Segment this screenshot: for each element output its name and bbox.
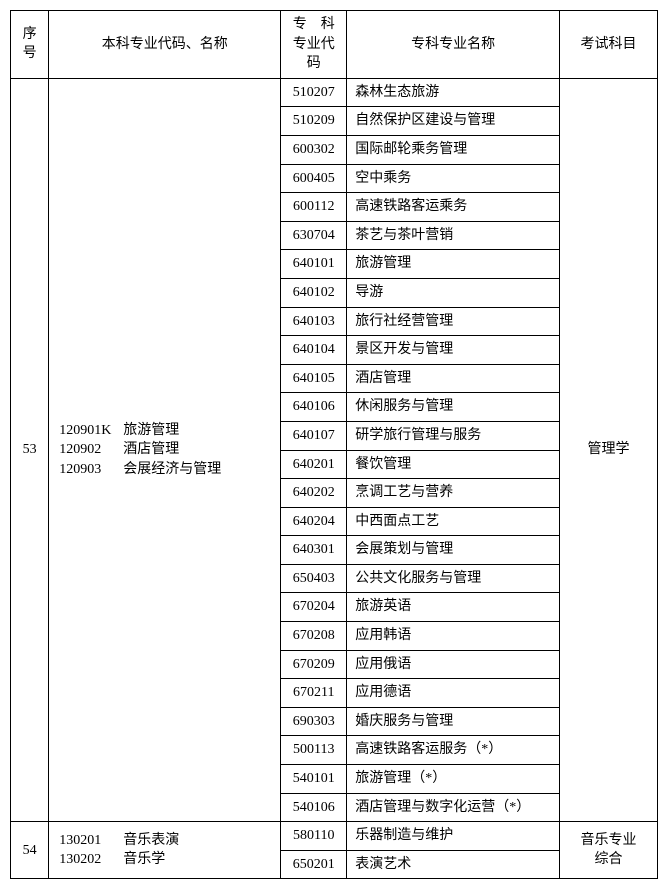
seq-cell: 53: [11, 78, 49, 821]
header-zkcode: 专 科 专业代码: [281, 11, 347, 79]
zk-code-cell: 640202: [281, 479, 347, 508]
zk-code-cell: 670204: [281, 593, 347, 622]
bk-line: 130201音乐表演: [59, 831, 274, 851]
header-bk: 本科专业代码、名称: [49, 11, 281, 79]
bk-line: 120903会展经济与管理: [59, 460, 274, 480]
zk-name-cell: 旅行社经营管理: [347, 307, 560, 336]
zk-name-cell: 应用韩语: [347, 622, 560, 651]
bk-line: 120901K旅游管理: [59, 421, 274, 441]
bk-name: 酒店管理: [123, 440, 179, 460]
header-zkcode-line1: 专 科: [287, 15, 340, 35]
zk-name-cell: 酒店管理与数字化运营（*）: [347, 793, 560, 822]
zk-name-cell: 应用俄语: [347, 650, 560, 679]
zk-name-cell: 旅游英语: [347, 593, 560, 622]
zk-code-cell: 640201: [281, 450, 347, 479]
bk-code: 120902: [59, 440, 123, 460]
zk-name-cell: 婚庆服务与管理: [347, 707, 560, 736]
zk-name-cell: 空中乘务: [347, 164, 560, 193]
zk-name-cell: 茶艺与茶叶营销: [347, 221, 560, 250]
zk-code-cell: 500113: [281, 736, 347, 765]
zk-code-cell: 640106: [281, 393, 347, 422]
bk-cell: 130201音乐表演130202音乐学: [49, 822, 281, 879]
zk-code-cell: 670209: [281, 650, 347, 679]
zk-code-cell: 670211: [281, 679, 347, 708]
bk-line: 130202音乐学: [59, 850, 274, 870]
zk-code-cell: 640104: [281, 336, 347, 365]
zk-name-cell: 高速铁路客运乘务: [347, 193, 560, 222]
bk-name: 音乐学: [123, 850, 165, 870]
zk-name-cell: 森林生态旅游: [347, 78, 560, 107]
table-header-row: 序号 本科专业代码、名称 专 科 专业代码 专科专业名称 考试科目: [11, 11, 658, 79]
zk-name-cell: 旅游管理: [347, 250, 560, 279]
zk-code-cell: 640107: [281, 421, 347, 450]
zk-name-cell: 自然保护区建设与管理: [347, 107, 560, 136]
zk-name-cell: 景区开发与管理: [347, 336, 560, 365]
seq-cell: 54: [11, 822, 49, 879]
zk-name-cell: 国际邮轮乘务管理: [347, 135, 560, 164]
zk-code-cell: 640102: [281, 278, 347, 307]
zk-code-cell: 510207: [281, 78, 347, 107]
bk-code: 130202: [59, 850, 123, 870]
table-row: 53120901K旅游管理120902酒店管理120903会展经济与管理5102…: [11, 78, 658, 107]
zk-code-cell: 540106: [281, 793, 347, 822]
zk-code-cell: 580110: [281, 822, 347, 851]
zk-code-cell: 600405: [281, 164, 347, 193]
bk-code: 120901K: [59, 421, 123, 441]
zk-name-cell: 烹调工艺与营养: [347, 479, 560, 508]
zk-name-cell: 高速铁路客运服务（*）: [347, 736, 560, 765]
zk-name-cell: 休闲服务与管理: [347, 393, 560, 422]
zk-code-cell: 690303: [281, 707, 347, 736]
zk-name-cell: 研学旅行管理与服务: [347, 421, 560, 450]
bk-name: 音乐表演: [123, 831, 179, 851]
bk-code: 130201: [59, 831, 123, 851]
header-seq: 序号: [11, 11, 49, 79]
zk-code-cell: 600302: [281, 135, 347, 164]
zk-code-cell: 510209: [281, 107, 347, 136]
major-mapping-table: 序号 本科专业代码、名称 专 科 专业代码 专科专业名称 考试科目 531209…: [10, 10, 658, 879]
exam-multiline: 音乐专业综合: [566, 831, 651, 870]
bk-cell: 120901K旅游管理120902酒店管理120903会展经济与管理: [49, 78, 281, 821]
zk-code-cell: 640103: [281, 307, 347, 336]
exam-cell: 音乐专业综合: [560, 822, 658, 879]
zk-code-cell: 640204: [281, 507, 347, 536]
bk-line: 120902酒店管理: [59, 440, 274, 460]
zk-code-cell: 630704: [281, 221, 347, 250]
header-zkname: 专科专业名称: [347, 11, 560, 79]
zk-name-cell: 公共文化服务与管理: [347, 564, 560, 593]
zk-code-cell: 640105: [281, 364, 347, 393]
exam-line1: 音乐专业: [566, 831, 651, 851]
zk-code-cell: 670208: [281, 622, 347, 651]
zk-code-cell: 640301: [281, 536, 347, 565]
table-row: 54130201音乐表演130202音乐学580110乐器制造与维护音乐专业综合: [11, 822, 658, 851]
bk-code: 120903: [59, 460, 123, 480]
bk-name: 会展经济与管理: [123, 460, 221, 480]
exam-line2: 综合: [566, 850, 651, 870]
zk-name-cell: 应用德语: [347, 679, 560, 708]
exam-cell: 管理学: [560, 78, 658, 821]
zk-code-cell: 540101: [281, 765, 347, 794]
zk-code-cell: 650403: [281, 564, 347, 593]
zk-name-cell: 中西面点工艺: [347, 507, 560, 536]
zk-name-cell: 会展策划与管理: [347, 536, 560, 565]
header-zkcode-line2: 专业代码: [287, 35, 340, 74]
zk-name-cell: 导游: [347, 278, 560, 307]
zk-name-cell: 酒店管理: [347, 364, 560, 393]
zk-name-cell: 餐饮管理: [347, 450, 560, 479]
bk-name: 旅游管理: [123, 421, 179, 441]
zk-name-cell: 乐器制造与维护: [347, 822, 560, 851]
header-exam: 考试科目: [560, 11, 658, 79]
zk-name-cell: 旅游管理（*）: [347, 765, 560, 794]
zk-code-cell: 600112: [281, 193, 347, 222]
zk-code-cell: 640101: [281, 250, 347, 279]
